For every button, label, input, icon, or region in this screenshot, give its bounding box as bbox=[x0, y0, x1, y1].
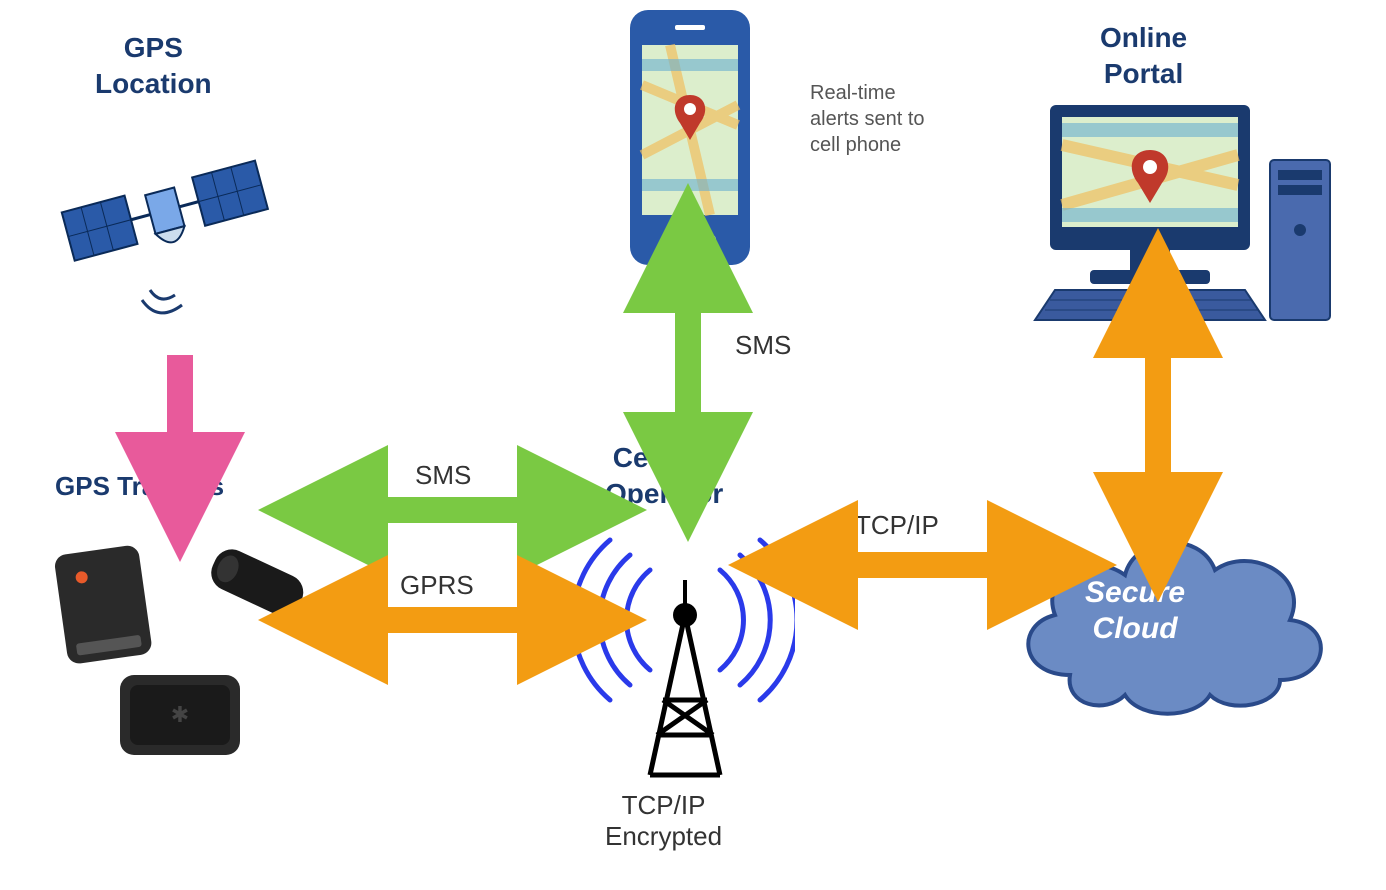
cloud-label: SecureCloud bbox=[1085, 575, 1185, 647]
online-portal-label: OnlinePortal bbox=[1100, 20, 1187, 93]
cellular-operator-label: CellularOperator bbox=[605, 440, 723, 513]
edge-tcpip-label: TCP/IP bbox=[855, 510, 939, 541]
cellular-tower-icon bbox=[575, 520, 795, 785]
gps-trackers-icon: ✱ bbox=[30, 510, 330, 775]
svg-text:✱: ✱ bbox=[171, 702, 189, 727]
satellite-icon bbox=[60, 130, 280, 335]
cellular-sublabel: TCP/IPEncrypted bbox=[605, 790, 722, 852]
phone-icon bbox=[590, 5, 790, 280]
gps-trackers-label: GPS Trackers bbox=[55, 470, 224, 504]
computer-icon bbox=[1020, 95, 1340, 330]
phone-sublabel: Real-timealerts sent tocell phone bbox=[810, 80, 925, 158]
gps-location-label: GPSLocation bbox=[95, 30, 212, 103]
edge-gprs-label: GPRS bbox=[400, 570, 474, 601]
edge-sms-label: SMS bbox=[415, 460, 471, 491]
edge-sms2-label: SMS bbox=[735, 330, 791, 361]
